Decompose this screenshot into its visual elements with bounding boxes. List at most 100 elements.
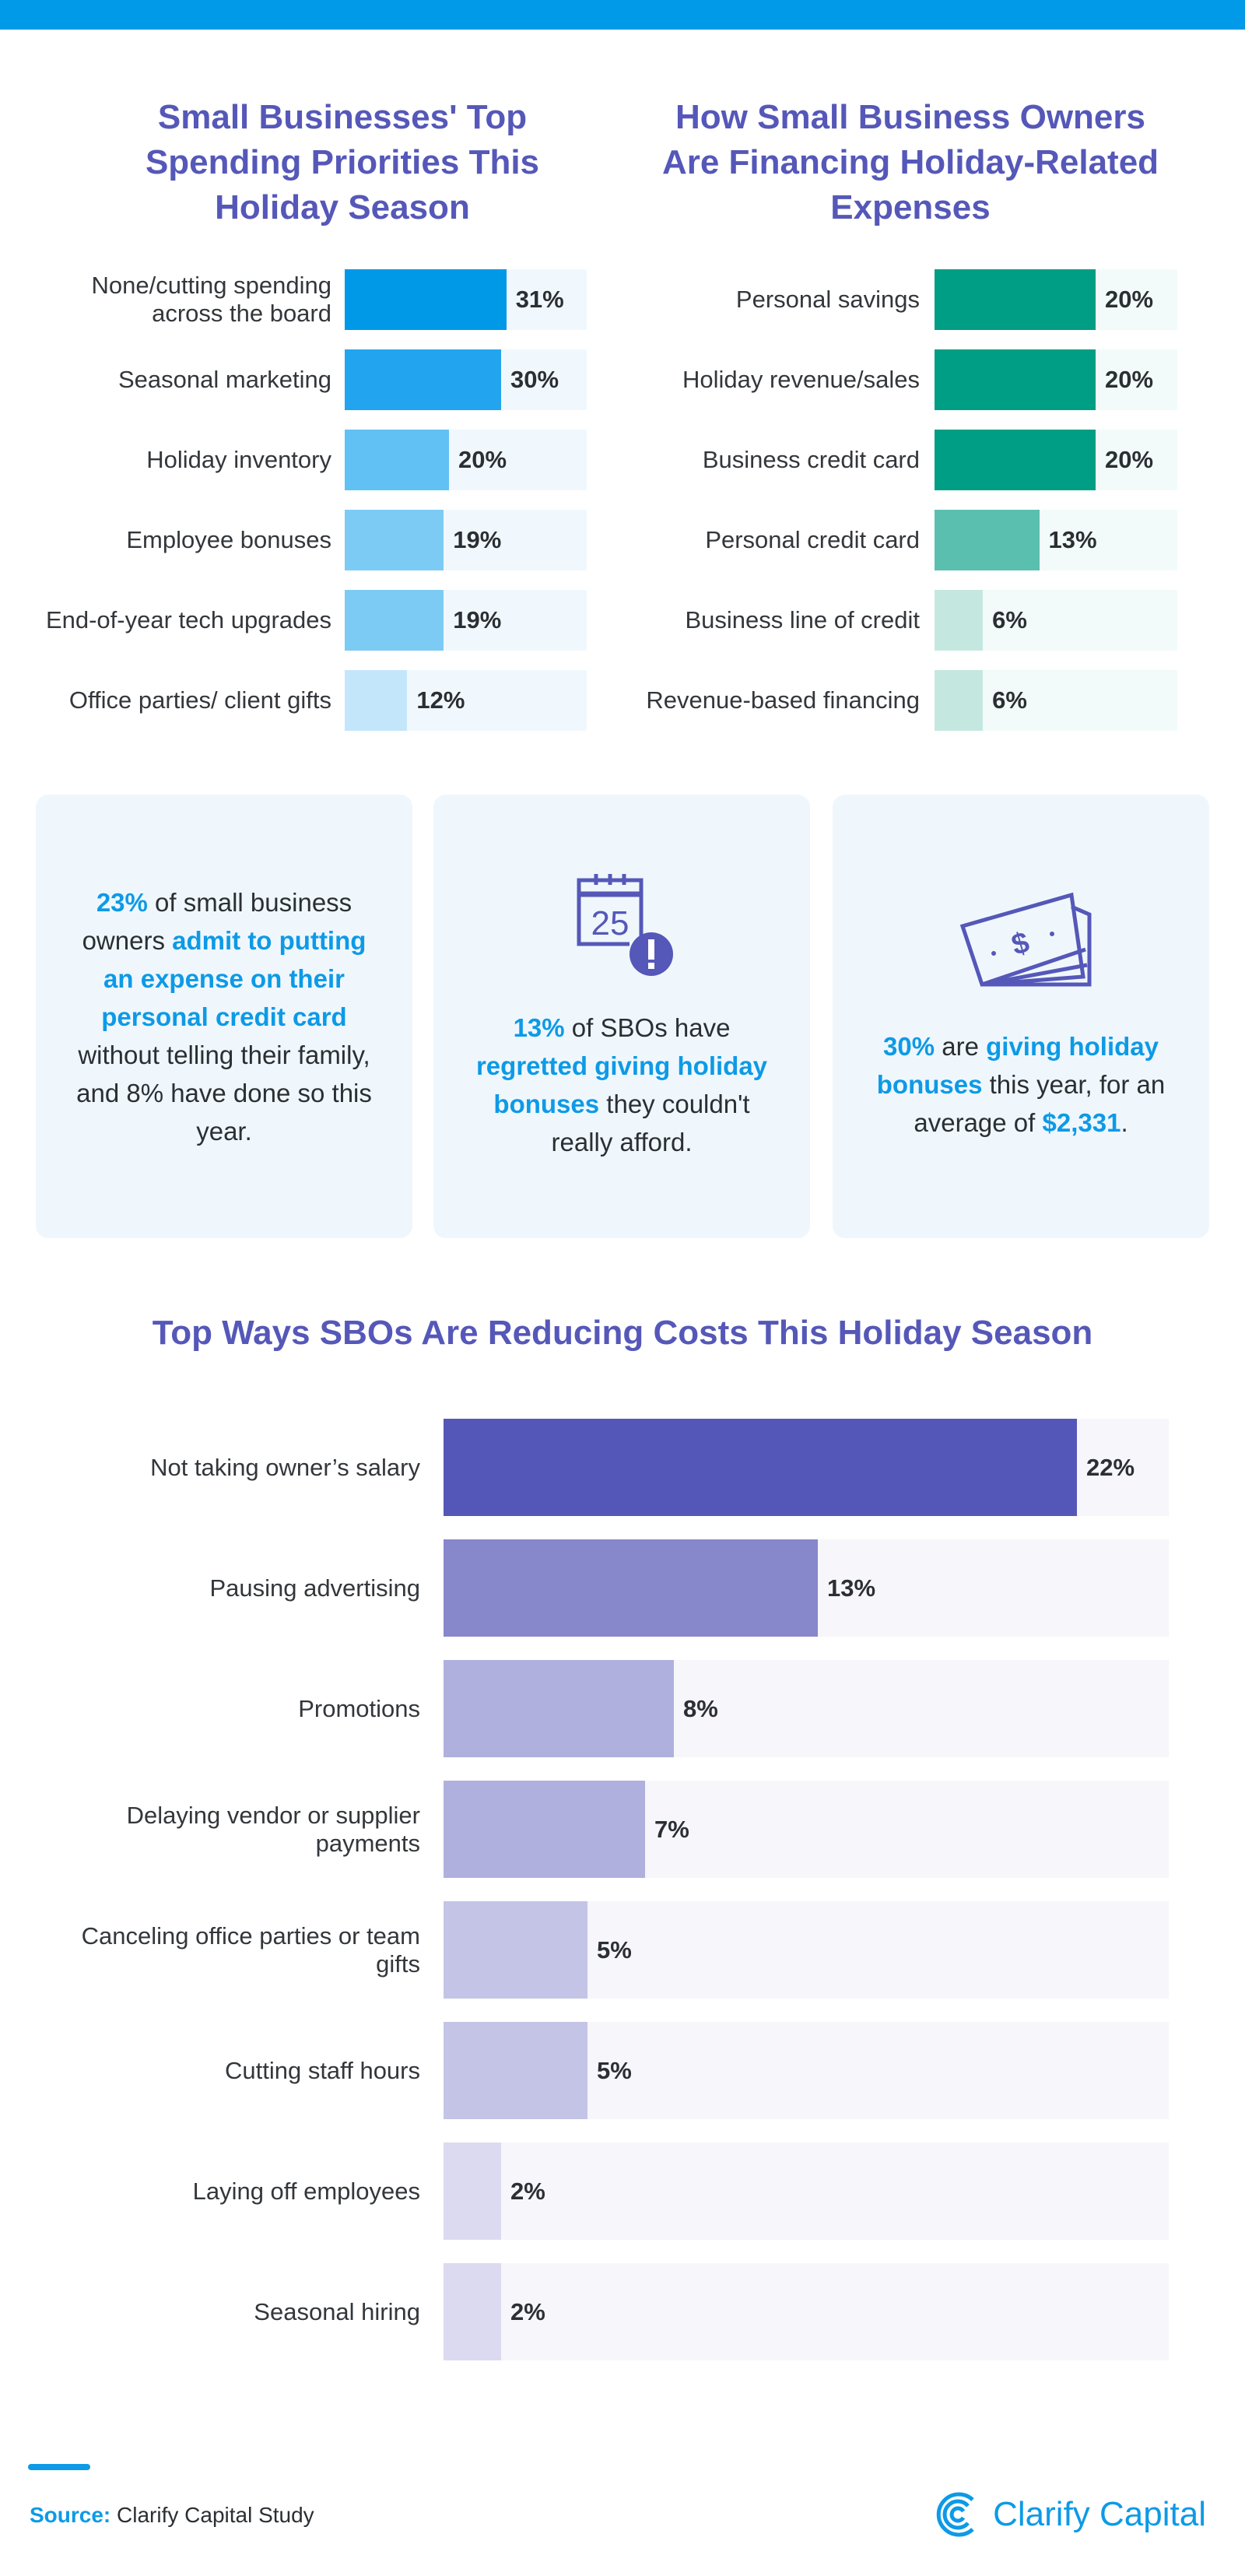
bar <box>345 670 408 731</box>
clarify-logo-icon <box>936 2492 974 2537</box>
bar-value-label: 8% <box>683 1694 718 1722</box>
stat-body: of SBOs have <box>564 1013 731 1042</box>
source-note: Source: Clarify Capital Study <box>30 2503 314 2528</box>
bar <box>444 2143 501 2240</box>
bar-value-label: 2% <box>510 2297 545 2325</box>
bar-row: Employee bonuses 19% <box>31 510 587 570</box>
bar-track: 22% <box>444 1419 1169 1516</box>
bar-label: Business credit card <box>702 446 920 473</box>
bar-row: Pausing advertising 13% <box>47 1539 1169 1637</box>
stat-card: 23% of small business owners admit to pu… <box>36 795 412 1238</box>
bar-value-label: 20% <box>1105 446 1154 473</box>
bar <box>935 430 1096 490</box>
bar-label: Personal credit card <box>705 526 920 553</box>
calendar-alert-icon: 25 <box>556 872 688 985</box>
bar-row: Not taking owner’s salary 22% <box>47 1419 1169 1516</box>
bar-label: Personal savings <box>735 286 920 313</box>
stat-text: 30% are giving holiday bonuses this year… <box>872 1027 1170 1142</box>
bar-track: 6% <box>935 590 1177 651</box>
bar-track: 12% <box>345 670 587 731</box>
stat-highlight: 23% <box>96 887 148 917</box>
money-bills-icon: $ <box>947 891 1095 1004</box>
chart-title-financing: How Small Business Owners Are Financing … <box>661 98 1159 226</box>
bar-row: Holiday inventory 20% <box>31 430 587 490</box>
bar-row: End-of-year tech upgrades 19% <box>31 590 587 651</box>
bar-label: Promotions <box>298 1694 420 1722</box>
spending-priorities-chart: None/cutting spending across the board 31… <box>31 269 587 736</box>
bar-value-label: 19% <box>453 526 502 553</box>
bar <box>935 269 1096 330</box>
bar-row: Cutting staff hours 5% <box>47 2022 1169 2119</box>
bar <box>444 1660 674 1757</box>
bar-row: None/cutting spending across the board 31… <box>31 269 587 330</box>
svg-text:$: $ <box>1008 926 1033 962</box>
bar-row: Personal credit card 13% <box>622 510 1177 570</box>
bar-track: 2% <box>444 2263 1169 2360</box>
bar-label: Seasonal marketing <box>118 366 331 393</box>
bar-track: 31% <box>345 269 587 330</box>
bar <box>444 1539 818 1637</box>
bar-value-label: 22% <box>1086 1453 1135 1481</box>
stat-highlight: 13% <box>513 1013 565 1042</box>
bar-track: 5% <box>444 1901 1169 1999</box>
bar-value-label: 13% <box>1048 526 1097 553</box>
bar-track: 20% <box>935 269 1177 330</box>
bar <box>935 670 984 731</box>
stat-highlight: admit to putting an expense on their per… <box>101 925 366 1031</box>
bar-row: Canceling office parties or team gifts 5% <box>47 1901 1169 1999</box>
bar <box>345 510 444 570</box>
reducing-costs-chart: Not taking owner’s salary 22% Pausing adve… <box>47 1419 1169 2360</box>
bar-track: 2% <box>444 2143 1169 2240</box>
svg-text:25: 25 <box>591 904 630 942</box>
bar-track: 13% <box>444 1539 1169 1637</box>
stat-body: without telling their family, and 8% hav… <box>76 1040 372 1146</box>
stat-card: 25 13% of SBOs have regretted giving holi… <box>433 795 810 1238</box>
chart-title-spending: Small Businesses' Top Spending Prioritie… <box>145 98 540 226</box>
bar <box>935 590 984 651</box>
bar-value-label: 2% <box>510 2177 545 2205</box>
bar-value-label: 7% <box>654 1815 689 1843</box>
bar-label: Cutting staff hours <box>224 2056 420 2084</box>
bar-value-label: 20% <box>458 446 507 473</box>
bar-label: Seasonal hiring <box>254 2297 420 2325</box>
stat-body: this year, for an average of <box>914 1070 1166 1137</box>
bar-row: Promotions 8% <box>47 1660 1169 1757</box>
bar-value-label: 30% <box>510 366 559 393</box>
bar-label: Holiday revenue/sales <box>682 366 920 393</box>
source-text: Clarify Capital Study <box>110 2503 314 2527</box>
bar-label: End-of-year tech upgrades <box>45 606 331 633</box>
bar-row: Seasonal marketing 30% <box>31 349 587 410</box>
stat-body: of small business owners <box>82 887 352 955</box>
bar-track: 5% <box>444 2022 1169 2119</box>
bar-label: Revenue-based financing <box>646 686 920 714</box>
bar-value-label: 31% <box>515 286 564 313</box>
bar <box>345 590 444 651</box>
bar-value-label: 19% <box>453 606 502 633</box>
bar-label: Not taking owner’s salary <box>150 1453 420 1481</box>
footer-divider <box>28 2464 90 2470</box>
source-label: Source: <box>30 2503 111 2527</box>
bar-value-label: 5% <box>597 1936 632 1964</box>
bar <box>935 510 1040 570</box>
bar <box>345 430 449 490</box>
bar-value-label: 6% <box>992 606 1027 633</box>
bar-track: 6% <box>935 670 1177 731</box>
bar-row: Business credit card 20% <box>622 430 1177 490</box>
bar-label: Laying off employees <box>192 2177 420 2205</box>
bar-label: Canceling office parties or team gifts <box>81 1921 420 1978</box>
bar <box>444 2022 587 2119</box>
logo-text: Clarify Capital <box>993 2495 1206 2533</box>
bar-row: Laying off employees 2% <box>47 2143 1169 2240</box>
bar-row: Business line of credit 6% <box>622 590 1177 651</box>
bar-label: Office parties/ client gifts <box>68 686 331 714</box>
bar <box>444 1781 645 1878</box>
bar-track: 7% <box>444 1781 1169 1878</box>
stat-highlight: 30% <box>883 1032 935 1061</box>
bar-row: Holiday revenue/sales 20% <box>622 349 1177 410</box>
bar-label: Pausing advertising <box>209 1574 420 1602</box>
stat-highlight: $2,331 <box>1042 1108 1121 1137</box>
bar-label: None/cutting spending across the board <box>91 272 331 327</box>
bar-value-label: 6% <box>992 686 1027 714</box>
top-accent-bar <box>0 0 1245 30</box>
bar-row: Delaying vendor or supplier payments 7% <box>47 1781 1169 1878</box>
